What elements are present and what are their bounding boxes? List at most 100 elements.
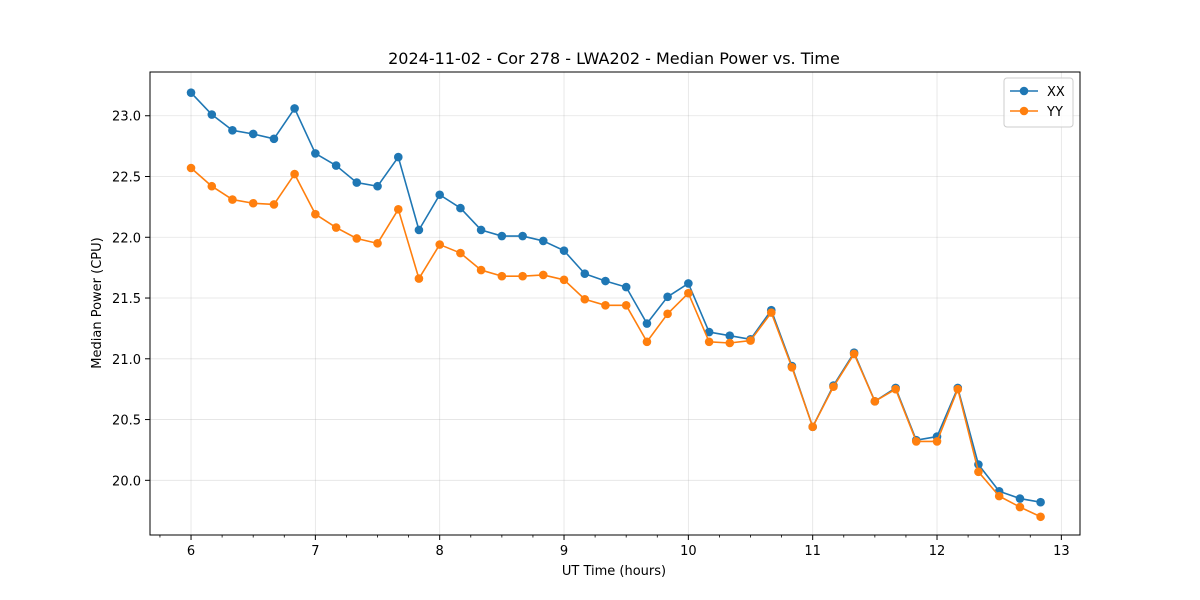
data-point-yy [684,288,693,298]
data-point-xx [207,110,217,119]
data-point-yy [642,337,652,347]
x-tick-label: 9 [560,544,568,559]
data-point-xx [621,282,631,292]
legend-marker [1019,106,1029,116]
data-point-xx [725,331,735,341]
data-point-yy [663,309,672,319]
data-point-xx [228,126,237,135]
data-point-yy [538,270,548,280]
data-point-xx [642,319,652,328]
data-point-xx [704,327,714,337]
legend-label: YY [1046,105,1063,120]
data-point-yy [808,422,817,432]
data-point-xx [352,178,362,187]
data-point-xx [435,190,444,200]
data-point-xx [559,246,569,255]
series-layer [186,88,1045,522]
series-line-yy [190,167,1041,518]
data-point-xx [269,134,279,144]
data-point-xx [373,181,382,191]
data-point-yy [849,349,859,359]
data-point-xx [393,152,403,162]
legend-marker [1019,86,1029,96]
data-point-yy [311,209,320,219]
data-point-yy [580,294,590,304]
data-point-xx [1015,494,1025,503]
data-point-yy [891,384,900,394]
data-point-yy [207,181,217,191]
data-point-xx [538,236,548,246]
data-point-yy [953,384,963,394]
data-point-yy [974,467,983,477]
data-point-xx [311,149,320,158]
data-point-xx [290,104,299,113]
data-point-xx [518,231,527,241]
data-point-xx [414,225,424,235]
data-point-yy [911,437,921,446]
data-point-xx [580,269,590,279]
data-point-xx [186,88,196,97]
legend-item-yy: YY [1010,105,1063,120]
chart-title: 2024-11-02 - Cor 278 - LWA202 - Median P… [388,49,840,68]
y-tick-label: 20.5 [112,414,141,429]
data-point-yy [559,275,569,285]
data-point-yy [766,308,776,317]
x-tick-label: 7 [311,544,319,559]
data-point-yy [704,337,714,347]
series-yy [186,163,1045,522]
x-tick-label: 12 [929,544,946,559]
legend: XX YY [1003,77,1074,128]
data-point-yy [373,239,382,248]
data-point-yy [994,491,1004,501]
data-point-yy [393,205,403,214]
y-tick-label: 22.5 [112,171,141,186]
x-tick-label: 8 [436,544,444,559]
data-point-xx [248,129,258,139]
data-point-yy [290,169,299,179]
y-tick-label: 21.0 [112,353,141,368]
data-point-yy [228,195,237,204]
data-point-yy [829,382,838,392]
data-point-yy [331,223,341,232]
x-axis: 6 7 8 9 10 11 12 13 [159,535,1070,559]
data-point-xx [684,279,693,288]
data-point-yy [870,397,880,406]
data-point-xx [1036,497,1045,507]
grid [150,72,1080,535]
y-tick-label: 23.0 [112,110,141,125]
data-point-yy [497,271,507,281]
data-point-yy [456,248,465,258]
data-point-yy [601,301,610,310]
x-tick-label: 6 [187,544,195,559]
x-axis-label: UT Time (hours) [562,564,666,579]
x-tick-label: 10 [680,544,697,559]
legend-item-xx: XX [1010,85,1065,100]
data-point-yy [1036,512,1045,522]
data-point-yy [725,338,735,348]
data-point-yy [186,163,196,173]
data-point-yy [435,240,444,249]
data-point-yy [518,271,527,281]
data-point-xx [601,276,610,286]
y-tick-label: 22.0 [112,231,141,246]
data-point-xx [456,203,465,213]
data-point-xx [663,292,672,302]
data-point-yy [932,437,942,446]
data-point-yy [787,362,797,372]
data-point-yy [248,198,258,208]
data-point-yy [476,265,486,275]
x-tick-label: 11 [804,544,821,559]
legend-label: XX [1047,85,1065,100]
plot-frame [149,71,1081,536]
y-tick-label: 20.0 [112,474,141,489]
data-point-yy [352,234,362,243]
y-axis: 20.0 20.5 21.0 21.5 22.0 22.5 23.0 [112,110,150,489]
data-point-xx [331,161,341,170]
data-point-xx [497,231,507,241]
data-point-xx [476,225,486,235]
data-point-yy [269,200,279,209]
data-point-yy [1015,502,1025,512]
y-axis-label: Median Power (CPU) [90,237,105,368]
data-point-yy [414,274,424,283]
